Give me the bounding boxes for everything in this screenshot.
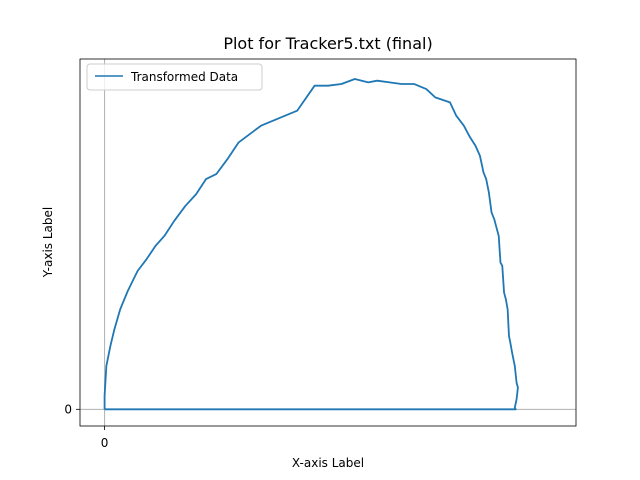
series-line-transformed-data xyxy=(103,78,519,411)
x-tick-label: 0 xyxy=(101,436,109,450)
plot-area xyxy=(80,59,576,426)
legend: Transformed Data xyxy=(86,63,263,91)
axes-frame xyxy=(79,58,577,427)
y-axis-label: Y-axis Label xyxy=(41,207,55,278)
legend-entry-transformed-data: Transformed Data xyxy=(130,70,238,84)
x-axis-label: X-axis Label xyxy=(292,456,364,470)
series-layer xyxy=(103,78,519,411)
chart-title: Plot for Tracker5.txt (final) xyxy=(223,34,432,53)
y-axis-ticks: 0 xyxy=(64,402,80,416)
y-tick-label: 0 xyxy=(64,402,72,416)
x-axis-ticks: 0 xyxy=(101,426,109,450)
legend-box xyxy=(86,63,263,91)
